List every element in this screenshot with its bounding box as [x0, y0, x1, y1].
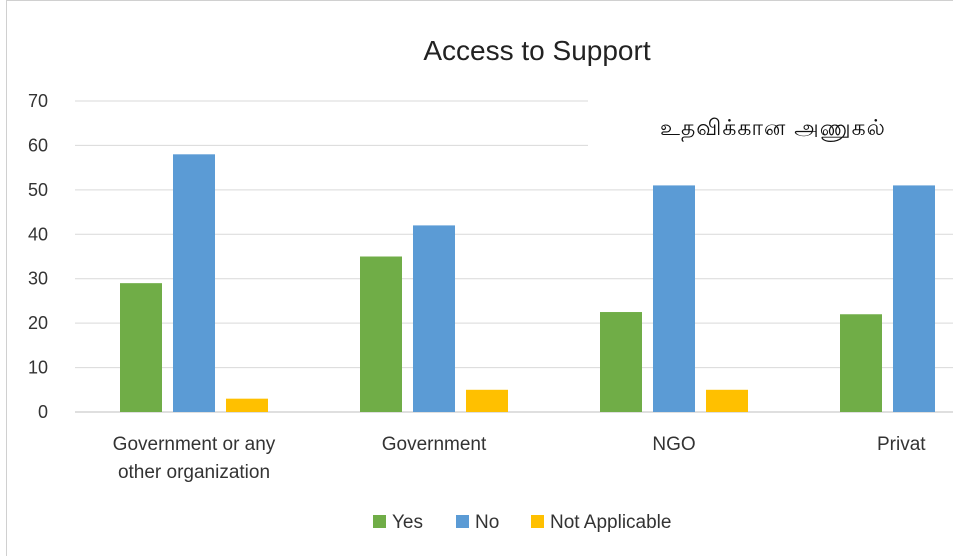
- bar-yes: [600, 312, 642, 412]
- bar-no: [173, 154, 215, 413]
- y-tick-label: 60: [28, 135, 48, 155]
- y-tick-label: 10: [28, 358, 48, 378]
- x-category-label: other organization: [118, 462, 270, 483]
- legend-label: Not Applicable: [550, 512, 671, 533]
- x-category-label: Government: [382, 434, 487, 455]
- overlay-label-box: [588, 100, 953, 152]
- bars: [120, 154, 935, 413]
- legend-label: Yes: [392, 512, 423, 533]
- chart-title: Access to Support: [423, 35, 650, 66]
- y-tick-label: 20: [28, 313, 48, 333]
- bar-not-applicable: [466, 389, 508, 412]
- x-category-label: NGO: [652, 434, 695, 455]
- x-category-label: Government or any: [113, 434, 276, 455]
- legend: Yes No Not Applicable: [373, 512, 671, 533]
- legend-swatch: [531, 515, 544, 528]
- bar-not-applicable: [226, 398, 268, 412]
- bar-not-applicable: [706, 389, 748, 412]
- x-axis-categories: Government or any other organization Gover…: [113, 434, 927, 483]
- legend-swatch: [373, 515, 386, 528]
- bar-no: [893, 185, 935, 412]
- bar-yes: [120, 283, 162, 412]
- y-tick-label: 40: [28, 224, 48, 244]
- bar-yes: [840, 314, 882, 412]
- y-axis-ticks: 0 10 20 30 40 50 60 70: [28, 91, 48, 422]
- overlay-label: உதவிக்கான அணுகல்: [660, 116, 886, 141]
- chart-frame: [6, 0, 953, 556]
- x-category-label: Privat: [877, 434, 926, 455]
- y-tick-label: 70: [28, 91, 48, 111]
- y-tick-label: 30: [28, 269, 48, 289]
- y-tick-label: 50: [28, 180, 48, 200]
- bar-no: [653, 185, 695, 412]
- bar-yes: [360, 256, 402, 412]
- legend-swatch: [456, 515, 469, 528]
- bar-no: [413, 225, 455, 412]
- y-tick-label: 0: [38, 402, 48, 422]
- legend-label: No: [475, 512, 499, 533]
